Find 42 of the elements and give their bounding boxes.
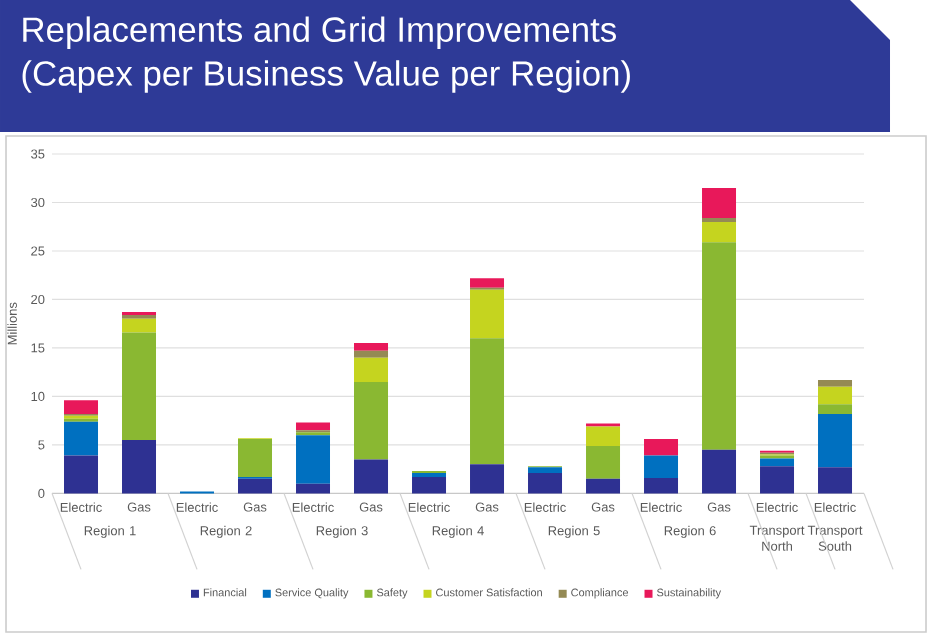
bar bbox=[644, 439, 679, 456]
bar bbox=[760, 466, 795, 494]
bar bbox=[528, 473, 563, 494]
chart-title: Replacements and Grid Improvements bbox=[23, 16, 616, 49]
bar bbox=[586, 426, 621, 446]
bar bbox=[818, 404, 853, 414]
bar bbox=[470, 278, 505, 288]
bar bbox=[412, 476, 447, 494]
chart-subtitle: (Capex per Business Value per Region) bbox=[22, 60, 630, 93]
bar bbox=[760, 458, 795, 467]
bar bbox=[702, 187, 737, 219]
bar bbox=[296, 483, 331, 494]
bar bbox=[354, 350, 389, 358]
bar bbox=[122, 440, 157, 494]
bar bbox=[470, 289, 505, 339]
bar bbox=[296, 422, 331, 431]
bar bbox=[528, 467, 563, 474]
bar bbox=[702, 221, 737, 243]
bar bbox=[122, 332, 157, 441]
bar bbox=[818, 386, 853, 405]
bar bbox=[64, 421, 99, 456]
bar bbox=[354, 343, 389, 351]
bar bbox=[64, 400, 99, 414]
bar bbox=[702, 449, 737, 494]
bar bbox=[818, 467, 853, 494]
bar bbox=[296, 435, 331, 484]
bar bbox=[238, 478, 273, 494]
bar bbox=[818, 413, 853, 468]
bar bbox=[470, 338, 505, 465]
bar bbox=[644, 477, 679, 494]
bar bbox=[354, 381, 389, 460]
bar bbox=[702, 242, 737, 450]
bar bbox=[586, 445, 621, 479]
bar bbox=[818, 379, 853, 387]
bar bbox=[644, 455, 679, 478]
bar bbox=[470, 464, 505, 494]
bar bbox=[238, 439, 273, 477]
bar bbox=[586, 478, 621, 494]
bar bbox=[122, 318, 157, 333]
bar bbox=[64, 455, 99, 494]
bar bbox=[354, 459, 389, 494]
bar bbox=[354, 357, 389, 382]
